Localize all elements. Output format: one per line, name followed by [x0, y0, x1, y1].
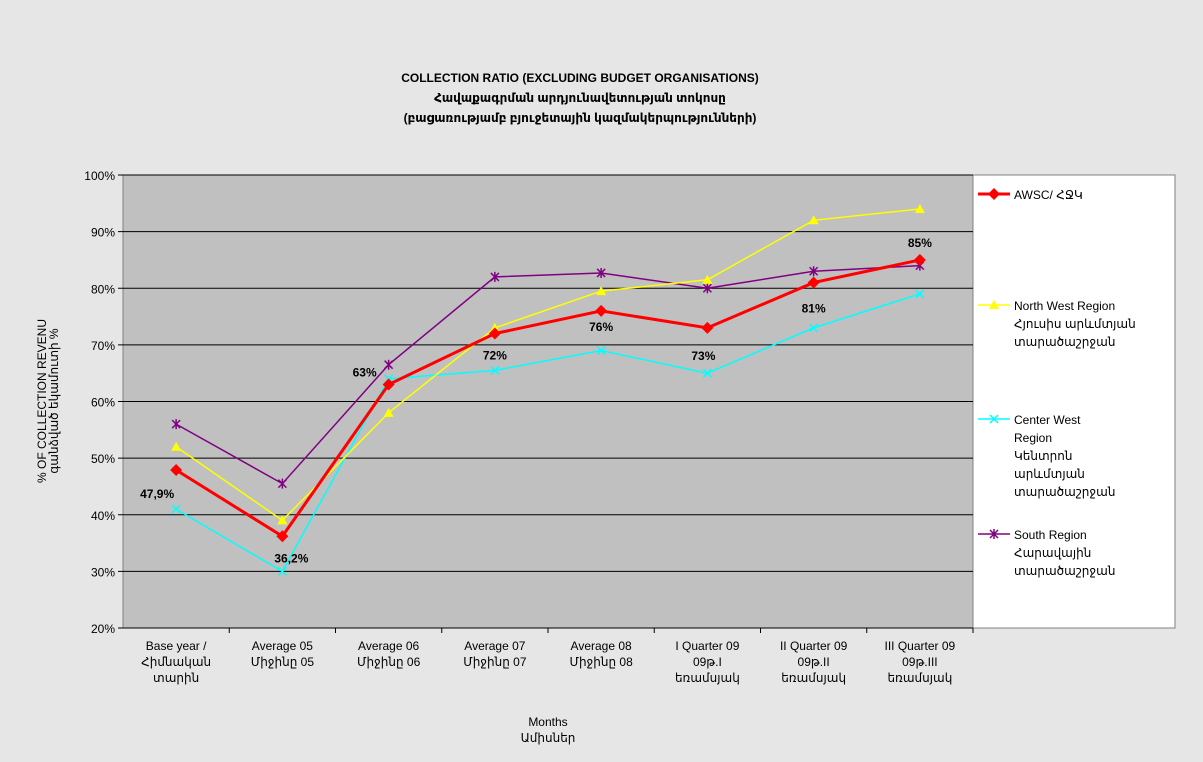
- marker: [277, 478, 287, 489]
- marker: [171, 419, 181, 430]
- marker: [914, 203, 925, 213]
- marker: [989, 414, 999, 424]
- x-tick-label: III Quarter 09 09թ.III եռամսյակ: [885, 639, 956, 685]
- data-label: 85%: [908, 236, 932, 250]
- marker: [988, 188, 1000, 200]
- x-tick-label: Average 08 Միջինը 08: [569, 639, 633, 669]
- marker: [989, 300, 999, 309]
- x-tick-label: Base year / Հիմնական տարին: [141, 639, 211, 685]
- x-tick-label: II Quarter 09 09թ.II եռամսյակ: [780, 639, 848, 685]
- data-label: 36,2%: [274, 551, 308, 565]
- legend-label: North West Region Հյուսիս արևմտյան տարածաշ…: [1014, 299, 1136, 349]
- legend-label: Center West Region Կենտրոն արևմտյան տարածաշր…: [1014, 413, 1115, 499]
- data-label: 47,9%: [140, 487, 174, 501]
- marker: [702, 274, 713, 284]
- marker: [595, 304, 608, 317]
- y-tick-label: 50%: [91, 452, 115, 466]
- marker: [382, 378, 395, 391]
- data-label: 81%: [802, 302, 826, 316]
- marker: [596, 286, 607, 296]
- y-axis-label-line: գանձված եկամուտի %: [47, 328, 61, 474]
- marker: [489, 322, 500, 332]
- marker: [807, 276, 820, 289]
- y-tick-label: 80%: [91, 282, 115, 296]
- x-tick-label: Average 06 Միջինը 06: [357, 639, 421, 669]
- y-tick-label: 20%: [91, 622, 115, 636]
- marker: [702, 368, 712, 378]
- marker: [702, 283, 712, 294]
- y-tick-label: 60%: [91, 396, 115, 410]
- marker: [596, 267, 606, 278]
- y-tick-label: 70%: [91, 339, 115, 353]
- marker: [596, 346, 606, 356]
- marker: [171, 504, 181, 514]
- marker: [384, 359, 394, 370]
- data-label: 72%: [483, 349, 507, 363]
- x-tick-label: Average 05 Միջինը 05: [251, 639, 315, 669]
- marker: [913, 253, 926, 266]
- marker: [277, 515, 288, 525]
- x-axis-label: Months: [528, 715, 567, 729]
- y-tick-label: 90%: [91, 226, 115, 240]
- chart-title: Հավաքագրման արդյունավետության տոկոսը: [434, 91, 726, 105]
- series-line: [175, 208, 920, 522]
- legend-label: AWSC/ ՀՋԿ: [1014, 188, 1083, 202]
- marker: [276, 530, 289, 543]
- marker: [808, 215, 819, 225]
- marker: [383, 407, 394, 417]
- series-line: [175, 264, 920, 485]
- y-tick-label: 30%: [91, 565, 115, 579]
- series-line: [175, 258, 921, 539]
- marker: [488, 327, 501, 340]
- x-tick-label: I Quarter 09 09թ.I եռամսյակ: [675, 639, 740, 685]
- marker: [989, 529, 999, 539]
- marker: [171, 441, 182, 451]
- marker: [701, 321, 714, 334]
- x-axis-label: Ամիսներ: [521, 731, 576, 745]
- data-label: 76%: [589, 320, 613, 334]
- data-label: 73%: [691, 349, 715, 363]
- chart-title: COLLECTION RATIO (EXCLUDING BUDGET ORGAN…: [401, 71, 759, 85]
- marker: [277, 566, 287, 576]
- y-tick-label: 100%: [84, 169, 115, 183]
- chart-title: (բացառությամբ բյուջետային կազմակերպությո…: [404, 111, 757, 125]
- data-label: 63%: [353, 366, 377, 380]
- marker: [915, 289, 925, 299]
- marker: [170, 464, 183, 477]
- x-tick-label: Average 07 Միջինը 07: [463, 639, 527, 669]
- legend-box: [972, 174, 1176, 629]
- series-line: [175, 293, 921, 573]
- marker: [809, 323, 819, 333]
- marker: [490, 365, 500, 375]
- marker: [490, 271, 500, 282]
- marker: [809, 266, 819, 277]
- legend-label: South Region Հարավային տարածաշրջան: [1014, 528, 1115, 578]
- y-tick-label: 40%: [91, 509, 115, 523]
- y-axis-label-line: % OF COLLECTION REVENU: [35, 319, 49, 483]
